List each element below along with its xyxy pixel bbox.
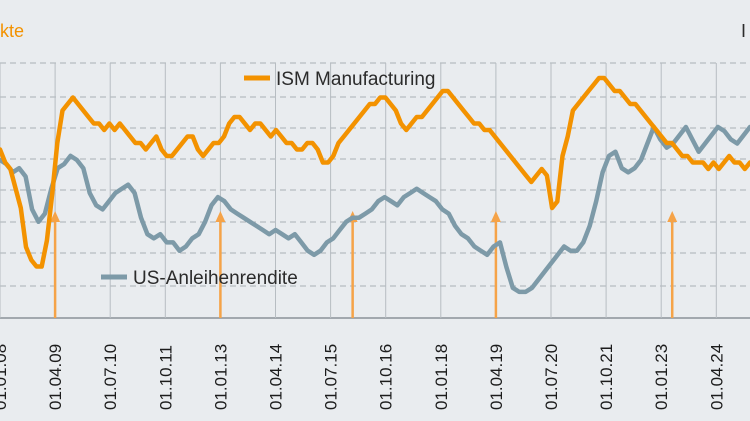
event-marker-arrow <box>50 211 61 318</box>
series <box>0 75 750 295</box>
markers <box>50 211 678 318</box>
event-marker-arrow <box>490 211 501 318</box>
x-tick-label: 01.01.08 <box>0 344 10 410</box>
x-tick-label: 01.04.24 <box>707 344 726 410</box>
legend-ism-label: ISM Manufacturing <box>276 69 435 90</box>
event-marker-arrow <box>215 211 226 318</box>
x-tick-label: 01.04.14 <box>267 344 286 410</box>
event-marker-arrow <box>347 211 358 318</box>
series-ism-line <box>0 75 750 269</box>
x-tick-label: 01.07.10 <box>101 344 120 410</box>
x-tick-label: 01.01.13 <box>211 344 230 410</box>
x-tick-label: 01.07.20 <box>542 344 561 410</box>
event-marker-arrow <box>667 211 678 318</box>
legend-yield: US-Anleihenrendite <box>101 268 298 289</box>
legend-ism: ISM Manufacturing <box>244 69 435 90</box>
x-tick-label: 01.01.23 <box>652 344 671 410</box>
grid <box>0 62 750 319</box>
x-tick-label: 01.04.09 <box>46 344 65 410</box>
x-tick-label: 01.04.19 <box>487 344 506 410</box>
y-left-label: kte <box>0 21 24 41</box>
x-tick-label: 01.10.16 <box>377 344 396 410</box>
series-us-yield-line <box>0 124 750 295</box>
x-tick-label: 01.10.21 <box>597 344 616 410</box>
x-tick-label: 01.07.15 <box>322 344 341 410</box>
legend-yield-label: US-Anleihenrendite <box>133 268 298 289</box>
x-ticks: 01.01.08 01.04.09 01.07.10 01.10.11 01.01.13… <box>0 344 726 410</box>
x-tick-label: 01.10.11 <box>156 345 175 410</box>
y-right-label: I <box>741 21 746 41</box>
x-tick-label: 01.01.18 <box>432 344 451 410</box>
